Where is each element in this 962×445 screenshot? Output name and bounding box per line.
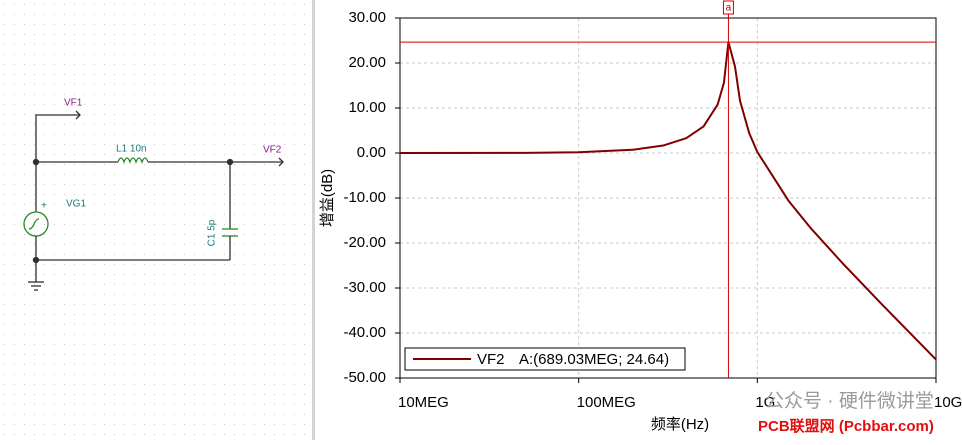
source-wave <box>28 218 40 230</box>
component-label: VG1 <box>66 199 86 210</box>
legend-box <box>404 347 686 371</box>
probe-label: VF2 <box>263 145 282 156</box>
x-tick-label: 100MEG <box>577 394 636 411</box>
y-tick-label: -30.00 <box>343 279 386 296</box>
cursor-name: a <box>726 3 732 14</box>
node <box>32 158 40 166</box>
schematic <box>23 110 284 291</box>
y-tick-label: 10.00 <box>348 99 386 116</box>
y-tick-label: -50.00 <box>343 369 386 386</box>
cursor-readout: A:(689.03MEG; 24.64) <box>519 351 669 368</box>
polarity: + <box>41 201 47 212</box>
y-tick-label: -20.00 <box>343 234 386 251</box>
x-tick-label: 10G <box>934 394 962 411</box>
y-axis-label: 增益(dB) <box>319 169 336 227</box>
x-tick-label: 10MEG <box>398 394 449 411</box>
splitter <box>312 0 315 440</box>
x-tick-label: 1G <box>755 394 775 411</box>
component-label: L1 10n <box>116 144 147 155</box>
y-tick-label: 30.00 <box>348 9 386 26</box>
schematic-grid <box>0 0 312 440</box>
y-tick-label: 0.00 <box>357 144 386 161</box>
component-label: C1 5p <box>207 219 218 246</box>
watermark: 公众号 · 硬件微讲堂 <box>765 390 934 412</box>
x-axis-label: 频率(Hz) <box>651 416 709 433</box>
probe-label: VF1 <box>64 98 83 109</box>
y-tick-label: -10.00 <box>343 189 386 206</box>
legend-label: VF2 <box>477 351 505 368</box>
cursor-flag <box>722 0 734 15</box>
probe-arrow <box>278 157 284 167</box>
plot-frame <box>399 17 937 379</box>
probe-arrow <box>75 110 81 120</box>
y-tick-label: 20.00 <box>348 54 386 71</box>
inductor <box>117 157 149 164</box>
chart-bg <box>315 0 962 440</box>
watermark: PCB联盟网 (Pcbbar.com) <box>758 418 934 435</box>
wire <box>35 114 80 212</box>
y-tick-label: -40.00 <box>343 324 386 341</box>
